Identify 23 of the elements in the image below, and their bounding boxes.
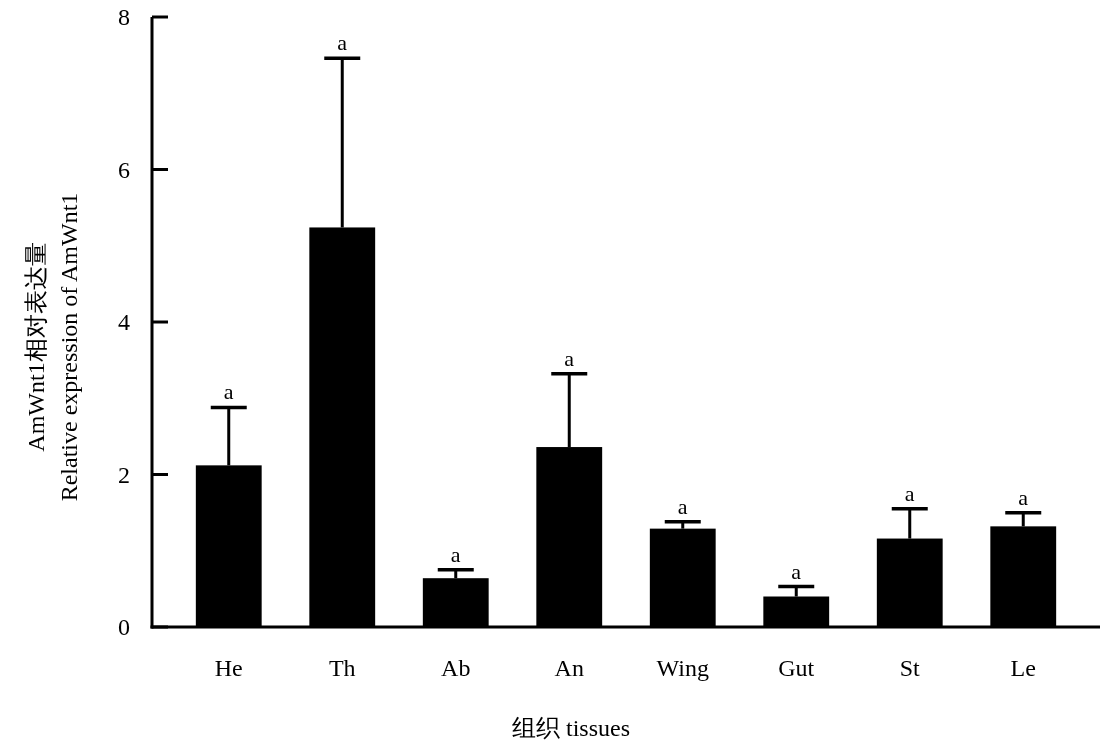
y-tick-label: 0 [118, 614, 130, 640]
annotation: a [904, 480, 915, 506]
x-axis-title: 组织 tissues [511, 715, 631, 741]
annotation: a [564, 345, 575, 371]
y-tick-label: 6 [118, 156, 130, 183]
annotation: a [223, 379, 234, 405]
x-tick-label: St [899, 655, 921, 681]
y-tick-label: 8 [118, 4, 130, 30]
annotation: a [450, 541, 461, 567]
x-tick-label: Ab [441, 655, 471, 681]
annotation: a [337, 30, 348, 56]
x-tick-label: Th [328, 655, 356, 681]
x-tick-label: Wing [656, 655, 709, 681]
y-axis-title: AmWnt1相对表达量 Relative expression of AmWnt1 [23, 192, 82, 502]
x-tick-label: He [214, 655, 243, 681]
annotation: a [1018, 484, 1029, 510]
x-tick-label: Gut [778, 655, 815, 681]
x-tick-label: Le [1010, 655, 1036, 681]
y-tick-label: 4 [118, 309, 130, 335]
x-tick-label: An [554, 655, 584, 681]
annotation: a [677, 493, 688, 519]
y-tick-label: 2 [118, 461, 130, 488]
annotation: a [791, 558, 802, 584]
